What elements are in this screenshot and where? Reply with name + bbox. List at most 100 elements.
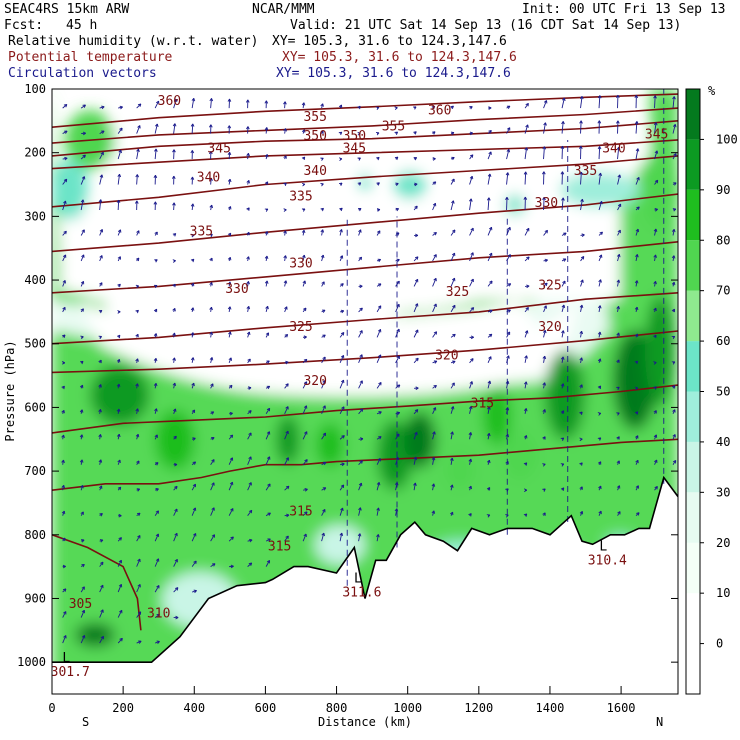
vector-head <box>376 208 381 212</box>
vector-head <box>266 407 271 412</box>
vector-head <box>597 95 602 99</box>
vector-head <box>597 412 602 416</box>
vector-head <box>227 178 232 183</box>
vector-head <box>301 182 306 187</box>
vector-head <box>431 483 436 487</box>
vector-shaft <box>450 277 456 287</box>
vector-head <box>100 635 104 640</box>
vector-head <box>64 156 68 161</box>
vector-head <box>118 149 122 154</box>
vector-head <box>339 255 344 259</box>
vector-head <box>101 105 105 110</box>
vector-head <box>190 176 195 180</box>
vector-head <box>414 303 419 307</box>
vector-head <box>560 356 565 360</box>
vector-head <box>431 105 436 110</box>
vector-shaft <box>506 331 511 338</box>
vector-head <box>137 584 141 588</box>
vector-head <box>526 256 530 260</box>
vector-head <box>415 233 419 238</box>
vector-head <box>301 208 306 212</box>
vector-shaft <box>358 482 362 491</box>
vector-shaft <box>117 560 122 567</box>
vector-head <box>377 230 381 234</box>
theta-label: 315 <box>268 540 291 555</box>
vector-head <box>192 437 196 441</box>
vector-shaft <box>432 303 437 313</box>
vector-head <box>415 357 419 362</box>
vector-head <box>175 615 179 620</box>
vector-head <box>634 95 639 99</box>
vector-shaft <box>228 481 233 491</box>
vector-shaft <box>543 305 547 313</box>
vector-head <box>561 304 566 309</box>
vector-head <box>264 231 269 235</box>
theta-contour-310 <box>52 438 678 491</box>
vector-head <box>470 307 475 311</box>
vector-shaft <box>524 330 528 338</box>
vector-head <box>118 559 122 564</box>
vector-head <box>267 512 271 516</box>
vector-head <box>283 182 287 187</box>
vector-shaft <box>654 150 658 160</box>
vector-head <box>653 281 657 285</box>
vector-head <box>118 513 122 518</box>
vector-shaft <box>99 229 103 236</box>
vector-shaft <box>580 199 583 211</box>
vector-shaft <box>247 306 250 312</box>
vector-head <box>190 307 195 311</box>
vector-shaft <box>284 535 289 542</box>
theta-contour-345 <box>52 139 678 170</box>
vector-head <box>246 331 251 335</box>
vector-head <box>451 277 456 282</box>
vector-shaft <box>450 252 456 262</box>
vector-head <box>359 380 363 384</box>
vector-head <box>248 482 252 486</box>
theta-label: 350 <box>303 129 326 144</box>
vector-head <box>469 381 473 385</box>
vector-shaft <box>617 306 620 312</box>
vector-head <box>116 433 121 438</box>
vector-head <box>192 461 197 465</box>
vector-head <box>616 279 621 283</box>
vector-shaft <box>580 279 584 287</box>
vector-head <box>561 330 565 334</box>
colorbar-band <box>686 492 700 543</box>
vector-shaft <box>469 432 472 440</box>
field-name-vectors: Circulation vectors <box>8 66 157 81</box>
vector-head <box>636 177 640 181</box>
vector-shaft <box>321 229 324 236</box>
vector-shaft <box>524 381 527 389</box>
vector-shaft <box>80 176 85 185</box>
vector-head <box>63 103 68 108</box>
vector-head <box>98 485 103 489</box>
vector-head <box>376 156 380 161</box>
colorbar-label: 50 <box>716 385 730 399</box>
vector-shaft <box>339 507 344 516</box>
vector-head <box>211 459 215 463</box>
vector-shaft <box>432 431 436 440</box>
vector-head <box>301 229 306 234</box>
vector-head <box>81 609 86 614</box>
vector-head <box>414 256 419 260</box>
vector-head <box>154 231 158 235</box>
vector-shaft <box>487 356 492 364</box>
vector-head <box>468 432 473 436</box>
vector-head <box>671 335 676 340</box>
vector-head <box>229 481 234 486</box>
vector-head <box>672 409 676 413</box>
vector-head <box>672 460 677 464</box>
field-xy-theta: XY= 105.3, 31.6 to 124.3,147.6 <box>282 50 517 65</box>
vector-head <box>507 283 512 287</box>
field-xy-rh: XY= 105.3, 31.6 to 124.3,147.6 <box>272 34 507 49</box>
vector-head <box>396 258 400 263</box>
vector-head <box>285 485 290 490</box>
vector-head <box>264 181 269 185</box>
vector-head <box>487 173 492 177</box>
vector-shaft <box>487 173 491 185</box>
vector-head <box>394 156 399 161</box>
vector-head <box>266 360 270 364</box>
vector-head <box>99 282 103 286</box>
vector-head <box>634 121 639 125</box>
colorbar: 0 10 20 30 40 50 60 70 80 90 100 <box>685 88 738 695</box>
